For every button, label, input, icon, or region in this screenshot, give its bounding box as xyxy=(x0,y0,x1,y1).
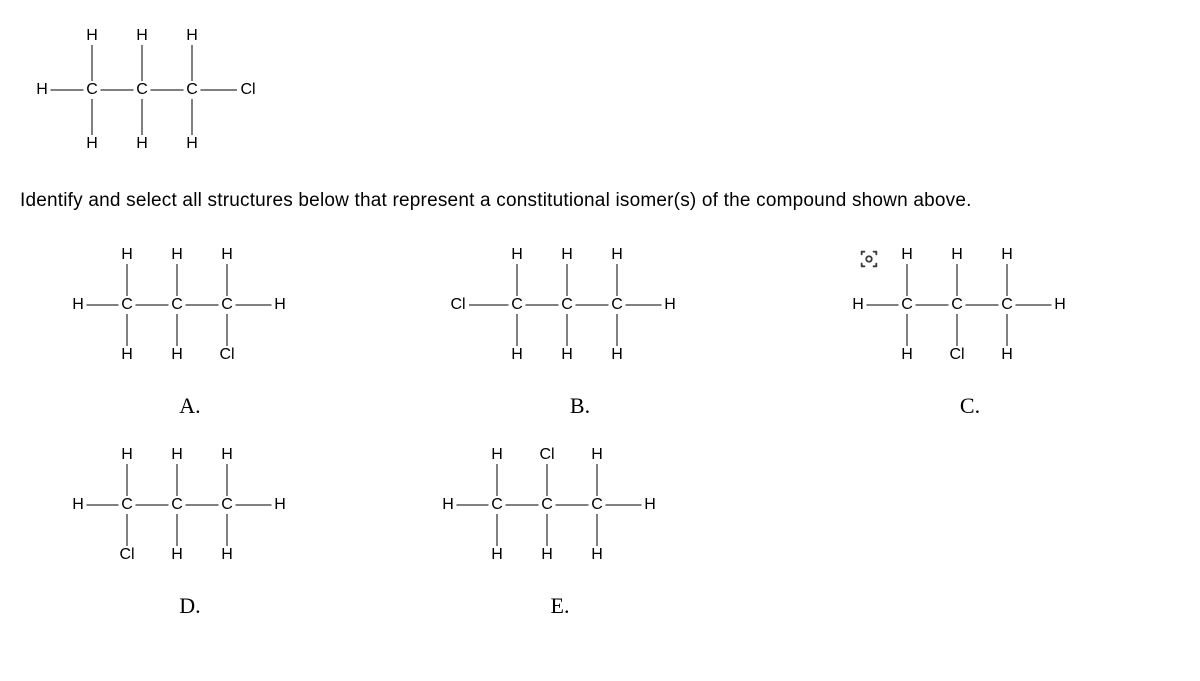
question-prompt: Identify and select all structures below… xyxy=(20,190,972,212)
option-D-structure: H C C C H H H H Cl H H xyxy=(60,435,320,575)
question-prompt-text: Identify and select all structures below… xyxy=(20,190,972,211)
option-E-label: E. xyxy=(551,593,570,619)
svg-text:C: C xyxy=(611,296,623,313)
svg-text:Cl: Cl xyxy=(119,546,134,563)
svg-text:Cl: Cl xyxy=(450,296,465,313)
svg-text:C: C xyxy=(491,496,503,513)
options-row-2: H C C C H H H H Cl H H D. H C C C H H Cl H H H H E. xyxy=(60,435,690,619)
svg-text:H: H xyxy=(561,246,573,263)
svg-text:C: C xyxy=(221,496,233,513)
svg-text:C: C xyxy=(1001,296,1013,313)
svg-text:C: C xyxy=(86,81,98,98)
svg-text:H: H xyxy=(274,496,286,513)
svg-text:H: H xyxy=(121,346,133,363)
svg-text:H: H xyxy=(136,27,148,44)
options-row-1: HCCCHHHHHHCl A. ClCCCHHHHHHH B. HCCCHHHH… xyxy=(60,235,1100,419)
svg-text:C: C xyxy=(186,81,198,98)
svg-text:C: C xyxy=(171,496,183,513)
svg-text:H: H xyxy=(171,246,183,263)
svg-text:C: C xyxy=(561,296,573,313)
svg-text:H: H xyxy=(186,27,198,44)
option-A[interactable]: H C C C H H H H H H Cl A. xyxy=(60,235,320,419)
svg-text:H: H xyxy=(611,346,623,363)
svg-text:H: H xyxy=(1001,246,1013,263)
svg-text:C: C xyxy=(951,296,963,313)
svg-text:C: C xyxy=(901,296,913,313)
svg-text:C: C xyxy=(136,81,148,98)
svg-text:H: H xyxy=(1001,346,1013,363)
svg-text:H: H xyxy=(86,135,98,152)
svg-text:H: H xyxy=(541,546,553,563)
svg-text:H: H xyxy=(664,296,676,313)
option-B-label: B. xyxy=(570,393,590,419)
svg-text:H: H xyxy=(171,446,183,463)
option-A-label: A. xyxy=(179,393,200,419)
svg-text:H: H xyxy=(86,27,98,44)
page: { "prompt_text": "Identify and select al… xyxy=(0,0,1200,681)
svg-text:H: H xyxy=(644,496,656,513)
svg-text:H: H xyxy=(511,346,523,363)
svg-text:Cl: Cl xyxy=(949,346,964,363)
option-B-structure: Cl C C C H H H H H H H xyxy=(440,235,720,375)
option-C-label: C. xyxy=(960,393,980,419)
svg-text:H: H xyxy=(561,346,573,363)
svg-text:H: H xyxy=(951,246,963,263)
svg-text:C: C xyxy=(591,496,603,513)
svg-text:H: H xyxy=(442,496,454,513)
svg-text:H: H xyxy=(611,246,623,263)
svg-text:H: H xyxy=(221,446,233,463)
option-E[interactable]: H C C C H H Cl H H H H E. xyxy=(430,435,690,619)
reference-structure-svg: H C C C Cl H H H H H H xyxy=(20,10,280,160)
svg-text:C: C xyxy=(121,496,133,513)
svg-text:H: H xyxy=(221,246,233,263)
snip-icon[interactable] xyxy=(858,248,880,270)
svg-text:H: H xyxy=(136,135,148,152)
svg-text:Cl: Cl xyxy=(539,446,554,463)
svg-text:H: H xyxy=(901,246,913,263)
option-D-label: D. xyxy=(179,593,200,619)
svg-text:H: H xyxy=(121,246,133,263)
svg-text:Cl: Cl xyxy=(219,346,234,363)
option-E-structure: H C C C H H Cl H H H H xyxy=(430,435,690,575)
option-A-structure: H C C C H H H H H H Cl xyxy=(60,235,320,375)
svg-text:H: H xyxy=(491,446,503,463)
svg-text:H: H xyxy=(591,546,603,563)
svg-text:H: H xyxy=(171,346,183,363)
svg-text:Cl: Cl xyxy=(240,81,255,98)
svg-text:H: H xyxy=(1054,296,1066,313)
svg-text:C: C xyxy=(171,296,183,313)
svg-text:C: C xyxy=(511,296,523,313)
svg-text:H: H xyxy=(511,246,523,263)
svg-text:C: C xyxy=(121,296,133,313)
svg-text:H: H xyxy=(852,296,864,313)
svg-text:C: C xyxy=(541,496,553,513)
svg-text:C: C xyxy=(221,296,233,313)
svg-text:H: H xyxy=(121,446,133,463)
svg-text:H: H xyxy=(186,135,198,152)
svg-text:H: H xyxy=(274,296,286,313)
svg-text:H: H xyxy=(36,81,48,98)
svg-text:H: H xyxy=(221,546,233,563)
svg-text:H: H xyxy=(491,546,503,563)
option-D[interactable]: H C C C H H H H Cl H H D. xyxy=(60,435,320,619)
option-B[interactable]: Cl C C C H H H H H H H B. xyxy=(440,235,720,419)
svg-text:H: H xyxy=(72,496,84,513)
svg-text:H: H xyxy=(72,296,84,313)
snip-icon-svg xyxy=(858,248,880,270)
svg-text:H: H xyxy=(171,546,183,563)
svg-text:H: H xyxy=(901,346,913,363)
svg-text:H: H xyxy=(591,446,603,463)
reference-structure: H C C C Cl H H H H H H xyxy=(20,10,280,165)
